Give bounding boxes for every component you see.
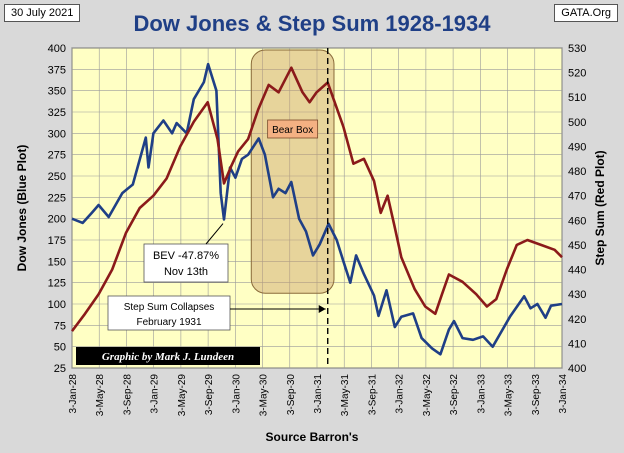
y-left-tick-label: 275 [48, 150, 66, 162]
step-sum-line [70, 66, 563, 332]
bev-note-line1: BEV -47.87% [153, 250, 219, 262]
x-tick-label: 3-Sep-32 [449, 374, 460, 416]
y-right-tick-label: 500 [568, 117, 586, 129]
y-right-tick-label: 440 [568, 265, 586, 277]
y-right-tick-label: 420 [568, 314, 586, 326]
bear-box-label: Bear Box [272, 125, 313, 136]
y-right-tick-label: 490 [568, 141, 586, 153]
dow-jones-line [71, 62, 563, 356]
x-tick-label: 3-May-32 [422, 374, 433, 417]
bev-note-line2: Nov 13th [164, 266, 208, 278]
collapse-note-line1: Step Sum Collapses [124, 302, 215, 313]
credit-text: Graphic by Mark J. Lundeen [102, 351, 234, 363]
date-label: 30 July 2021 [4, 4, 81, 22]
y-right-tick-label: 430 [568, 289, 586, 301]
x-tick-label: 3-Jan-32 [395, 374, 406, 414]
y-right-tick-label: 470 [568, 191, 586, 203]
x-tick-label: 3-Jan-34 [558, 374, 569, 414]
x-tick-label: 3-Sep-30 [286, 374, 297, 416]
bear-box-label-bg [267, 119, 319, 139]
collapse-note-box [107, 295, 231, 331]
y-right-axis-label: Step Sum (Red Plot) [593, 150, 607, 265]
y-left-tick-label: 75 [54, 320, 66, 332]
y-left-tick-label: 175 [48, 235, 66, 247]
x-tick-label: 3-Sep-28 [122, 374, 133, 416]
y-left-tick-label: 250 [48, 171, 66, 183]
x-tick-label: 3-Jan-29 [150, 374, 161, 414]
x-tick-label: 3-Sep-31 [367, 374, 378, 416]
x-tick-label: 3-May-29 [177, 374, 188, 417]
x-tick-label: 3-Jan-31 [313, 374, 324, 414]
y-left-tick-label: 50 [54, 342, 66, 354]
y-left-tick-label: 375 [48, 64, 66, 76]
y-right-tick-label: 530 [568, 43, 586, 55]
y-left-tick-label: 125 [48, 278, 66, 290]
y-right-tick-label: 510 [568, 92, 586, 104]
y-right-tick-label: 400 [568, 363, 586, 375]
y-left-tick-label: 350 [48, 86, 66, 98]
y-left-tick-label: 400 [48, 43, 66, 55]
y-right-tick-label: 450 [568, 240, 586, 252]
x-tick-label: 3-Sep-29 [204, 374, 215, 416]
x-tick-label: 3-May-33 [504, 374, 515, 417]
x-tick-label: 3-Jan-33 [476, 374, 487, 414]
collapse-note-line2: February 1931 [136, 317, 201, 328]
credit-bg [76, 347, 260, 365]
x-tick-label: 3-May-31 [340, 374, 351, 417]
x-tick-label: 3-Jan-28 [68, 374, 79, 414]
source-site-label: GATA.Org [554, 4, 618, 22]
x-tick-label: 3-May-28 [95, 374, 106, 417]
y-left-axis-label: Dow Jones (Blue Plot) [15, 145, 29, 272]
bev-arrow [205, 223, 224, 245]
bear-box [250, 49, 335, 294]
y-right-tick-label: 480 [568, 166, 586, 178]
y-right-tick-label: 410 [568, 338, 586, 350]
x-tick-label: 3-May-30 [259, 374, 270, 417]
y-right-tick-label: 520 [568, 68, 586, 80]
y-left-tick-label: 150 [48, 256, 66, 268]
y-right-tick-label: 460 [568, 215, 586, 227]
collapse-arrowhead [318, 305, 326, 313]
y-left-tick-label: 300 [48, 128, 66, 140]
x-axis-label: Source Barron's [266, 430, 359, 444]
chart-title: Dow Jones & Step Sum 1928-1934 [133, 11, 491, 36]
y-left-tick-label: 200 [48, 214, 66, 226]
y-left-tick-label: 100 [48, 299, 66, 311]
bev-note-box [143, 243, 229, 283]
y-left-tick-label: 325 [48, 107, 66, 119]
x-tick-label: 3-Jan-30 [231, 374, 242, 414]
x-tick-label: 3-Sep-33 [531, 374, 542, 416]
y-left-tick-label: 225 [48, 192, 66, 204]
y-left-tick-label: 25 [54, 363, 66, 375]
